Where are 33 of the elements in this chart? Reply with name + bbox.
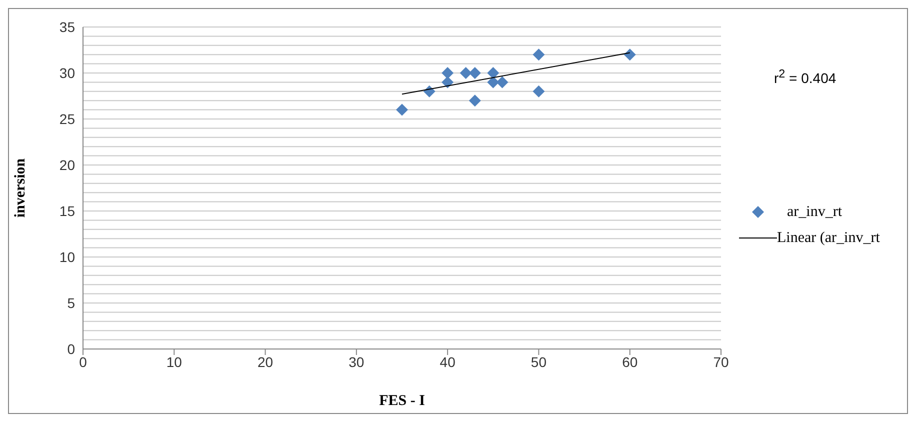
x-tick-label: 50 [530, 354, 547, 370]
legend-label: ar_inv_rt [787, 204, 842, 220]
y-tick-label: 10 [59, 248, 76, 265]
point [487, 76, 500, 88]
y-tick-label: 15 [59, 202, 76, 219]
point [396, 104, 408, 116]
x-tick-label: 20 [257, 354, 274, 370]
x-tick-label: 40 [440, 354, 456, 370]
y-tick-label: 5 [67, 294, 76, 311]
x-tick-label: 30 [348, 354, 364, 370]
text: r$^{2}$ = 0.404 [774, 67, 836, 86]
point [442, 76, 454, 88]
x-tick-label: 10 [166, 354, 182, 370]
y-tick-label: 25 [59, 110, 76, 127]
point [442, 67, 454, 79]
point [496, 76, 508, 88]
x-axis-title: FES - I [379, 393, 426, 409]
y-tick-label: 35 [59, 18, 76, 35]
point [487, 67, 500, 79]
point [468, 67, 481, 79]
x-tick-label: 0 [79, 354, 88, 370]
point [532, 85, 545, 98]
legend-label: Linear (ar_inv_rt [777, 230, 880, 246]
x-tick-label: 70 [713, 354, 729, 370]
point [468, 94, 481, 107]
y-tick-label: 30 [59, 64, 76, 81]
point [532, 48, 545, 61]
x-tick-label: 60 [622, 354, 638, 370]
y-axis-title: inversion [12, 158, 28, 218]
y-tick-label: 20 [59, 156, 76, 173]
point [624, 48, 636, 61]
y-tick-label: 0 [67, 340, 76, 357]
point [460, 67, 472, 79]
